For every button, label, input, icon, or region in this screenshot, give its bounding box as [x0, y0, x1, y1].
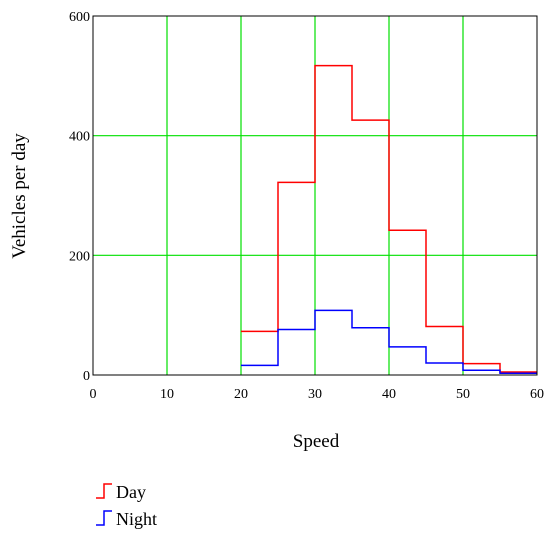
x-tick-label: 60 — [530, 387, 544, 402]
x-axis-title: Speed — [293, 431, 340, 452]
y-tick-label: 0 — [83, 369, 90, 384]
x-tick-label: 0 — [90, 387, 97, 402]
y-axis-title: Vehicles per day — [9, 133, 30, 259]
y-tick-label: 200 — [69, 249, 90, 264]
series-line-day — [241, 64, 537, 373]
y-tick-label: 400 — [69, 130, 90, 145]
legend-swatch-day — [96, 483, 112, 499]
x-tick-label: 40 — [382, 387, 396, 402]
plot-frame — [92, 15, 538, 376]
x-tick-label: 50 — [456, 387, 470, 402]
x-tick-label: 10 — [160, 387, 174, 402]
series-line-night — [241, 309, 537, 374]
legend: Day Night — [96, 482, 157, 529]
y-tick-label: 600 — [69, 10, 90, 25]
legend-label-day: Day — [116, 482, 146, 502]
x-tick-label: 30 — [308, 387, 322, 402]
legend-swatch-night — [96, 510, 112, 526]
legend-label-night: Night — [116, 509, 157, 529]
series-layer — [241, 64, 537, 374]
x-tick-label: 20 — [234, 387, 248, 402]
